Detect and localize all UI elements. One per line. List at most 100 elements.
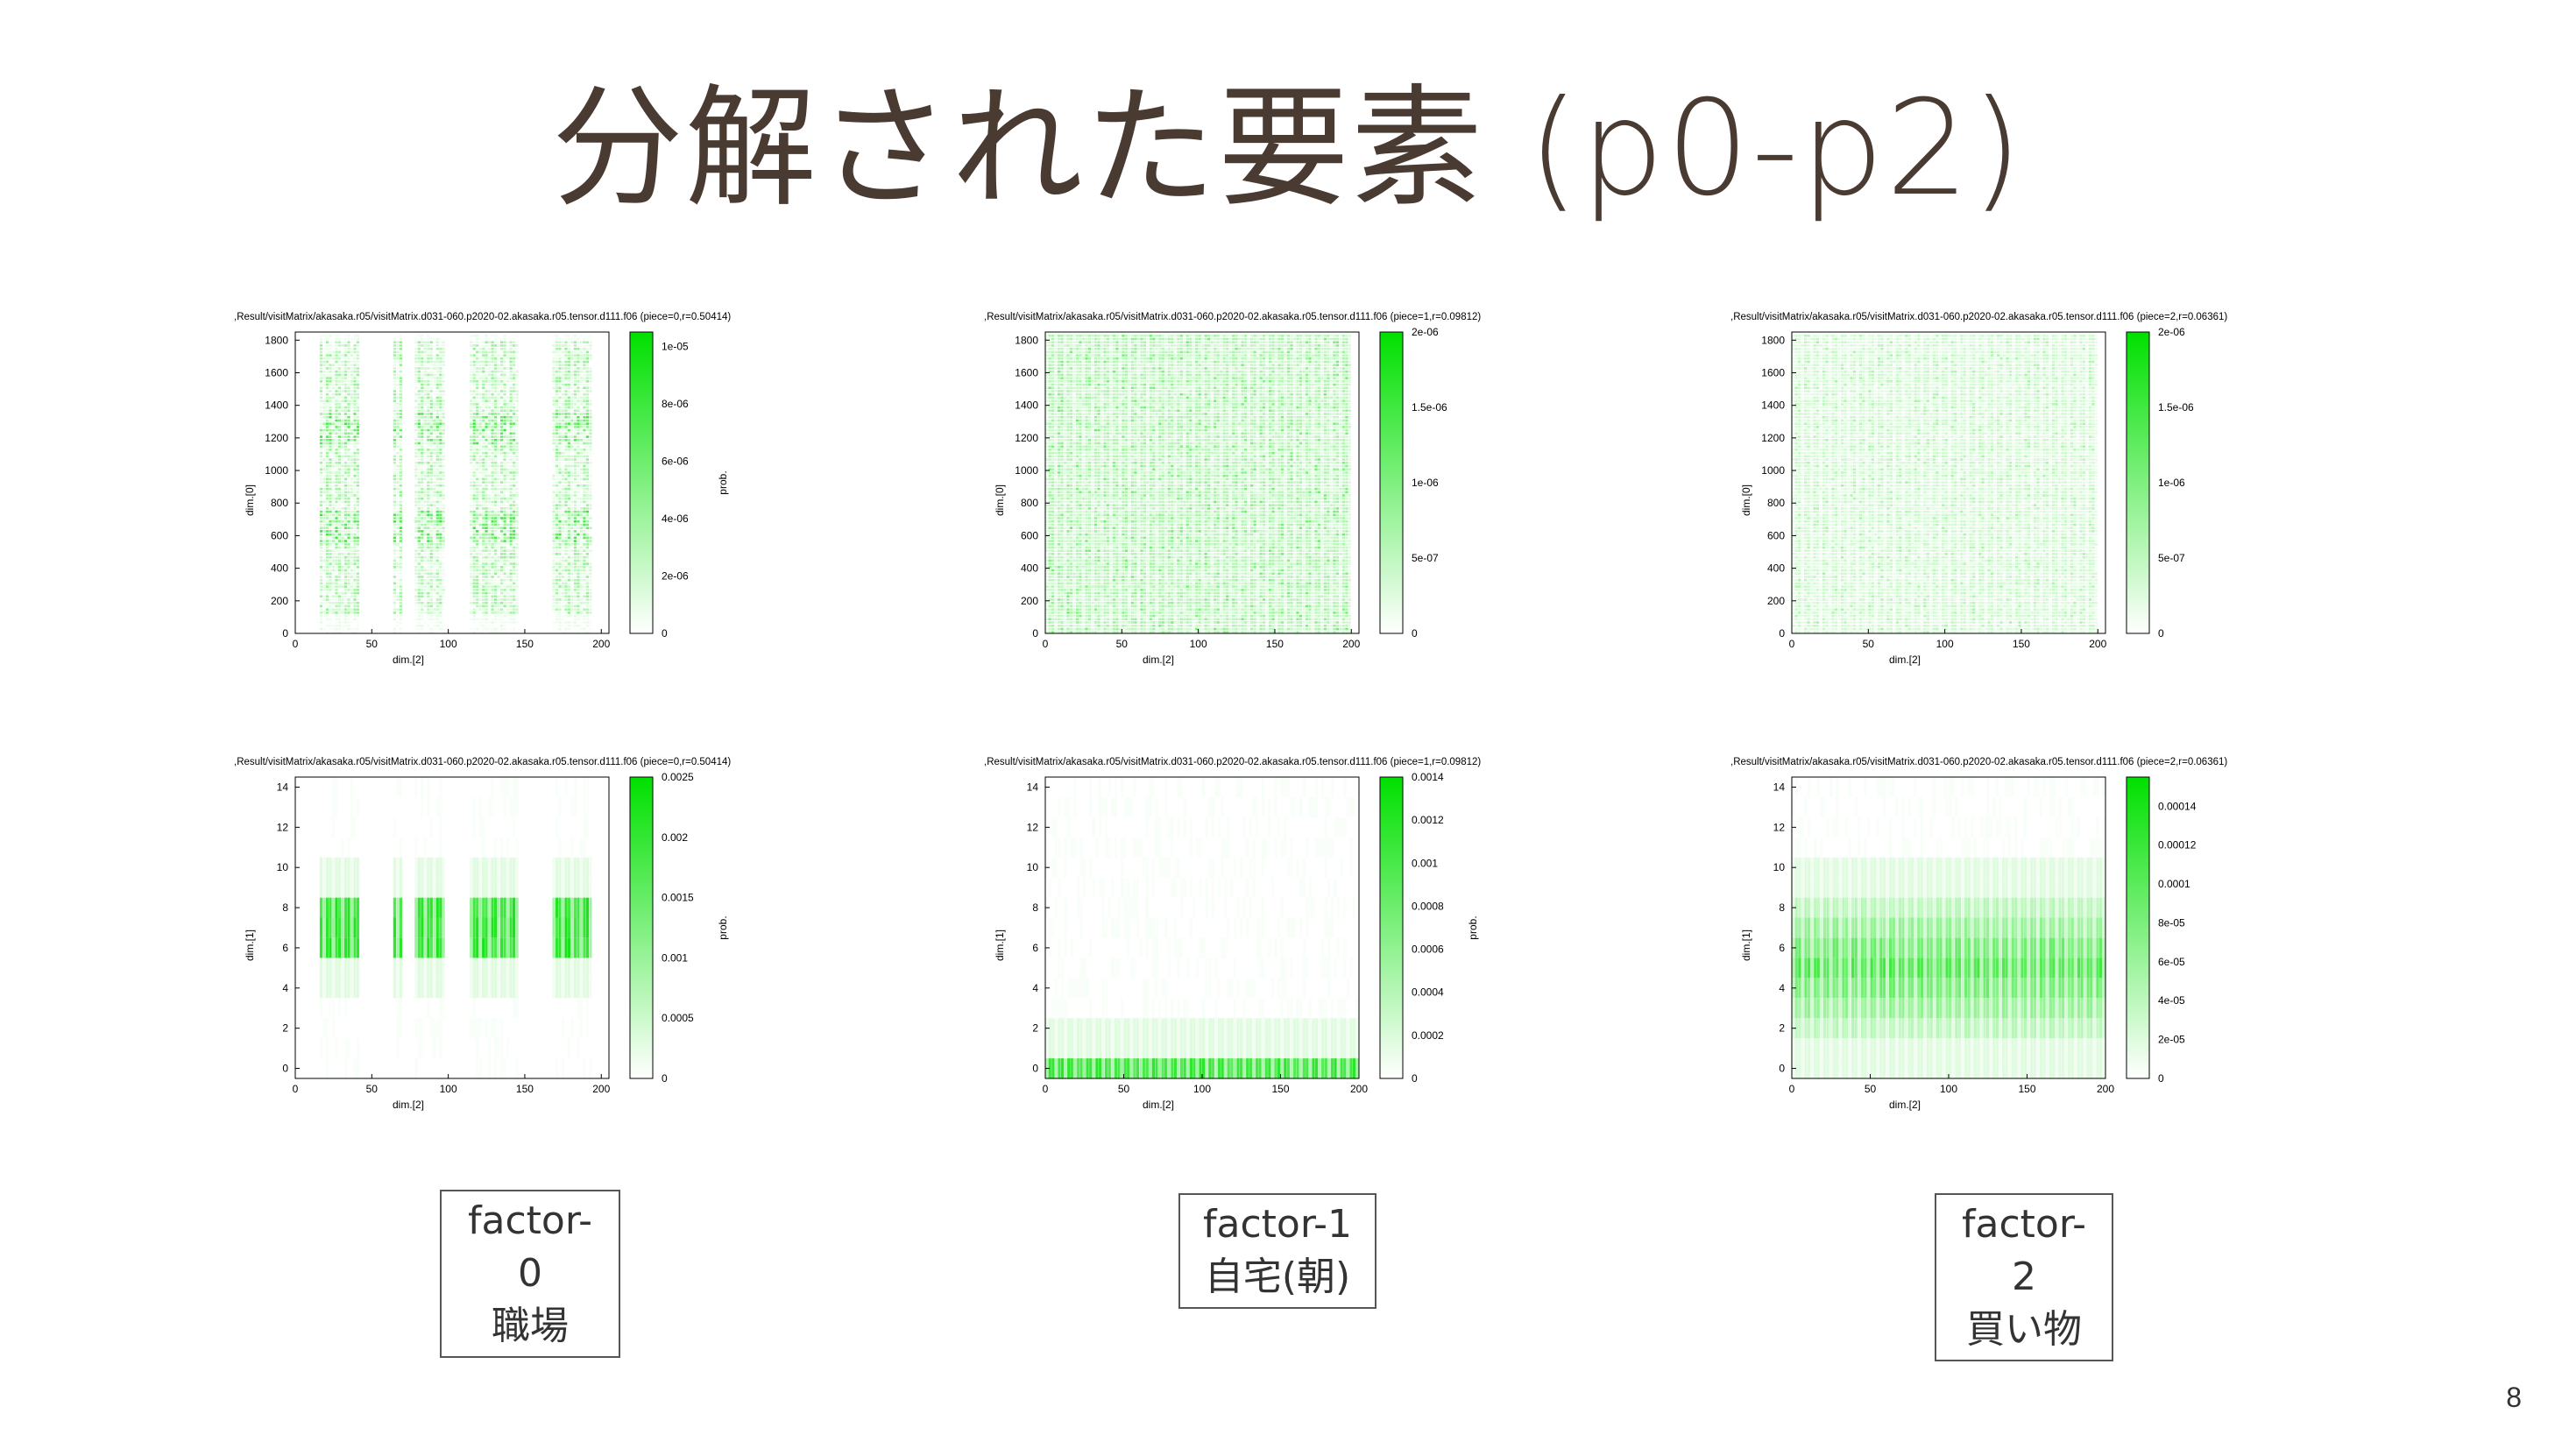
heatmap-cell [485,471,488,474]
heatmap-cell [513,487,516,491]
heatmap-cell [485,386,488,390]
heatmap-cell [433,367,436,370]
heatmap-cell [506,344,510,347]
heatmap-cell [472,611,476,614]
heatmap-cell [343,458,348,461]
heatmap-cell [488,540,492,542]
heatmap-cell [470,491,473,494]
heatmap-cell [509,468,513,471]
heatmap-cell [347,595,350,598]
heatmap-cell [341,458,344,461]
heatmap-cell [343,344,348,347]
heatmap-cell [347,504,350,506]
heatmap-cell [399,608,402,611]
heatmap-cell [503,392,506,396]
heatmap-cell [439,608,442,611]
heatmap-cell [478,341,482,343]
heatmap-cell [573,591,577,595]
heatmap-cell [497,481,500,484]
heatmap-cell [319,413,323,415]
heatmap-cell [393,500,396,504]
heatmap-cell [414,510,418,513]
heatmap-cell [503,432,506,435]
heatmap-cell [476,354,479,357]
heatmap-cell [322,491,326,494]
heatmap-cell [573,614,577,618]
heatmap-cell [350,576,354,578]
heatmap-cell [485,481,488,484]
heatmap-cell [491,484,494,487]
heatmap-cell [573,494,577,497]
heatmap-cell [585,589,589,591]
heatmap-cell [506,386,510,390]
heatmap-cell [472,527,476,529]
heatmap-cell [552,585,556,588]
heatmap-cell [555,380,559,383]
heatmap-cell [561,618,565,621]
heatmap-cell [497,474,500,477]
heatmap-cell [577,513,580,517]
heatmap-cell [439,383,442,386]
heatmap-cell [579,523,583,527]
heatmap-cell [439,409,442,413]
heatmap-cell [393,364,396,366]
heatmap-cell [337,520,342,523]
heatmap-cell [491,364,494,366]
heatmap-cell [491,510,494,513]
heatmap-cell [1045,604,1049,608]
heatmap-cell [579,604,583,608]
heatmap-cell [500,396,504,399]
heatmap-cell [442,533,445,536]
heatmap-cell [478,445,482,448]
heatmap-cell [325,555,329,559]
heatmap-cell [488,598,492,601]
heatmap-cell [421,445,424,448]
heatmap-cell [500,383,504,386]
heatmap-cell [319,618,323,621]
heatmap-cell [337,335,342,337]
heatmap-cell [427,383,430,386]
heatmap-cell [329,377,332,379]
heatmap-cell [583,566,586,569]
heatmap-cell [319,419,323,422]
heatmap-cell [476,517,479,520]
heatmap-cell [558,559,562,562]
heatmap-cell [509,439,513,442]
heatmap-cell [585,517,589,520]
heatmap-cell [589,451,592,455]
heatmap-cell [485,559,488,562]
heatmap-cell [585,367,589,370]
heatmap-cell [343,426,348,428]
heatmap-cell [423,540,427,542]
heatmap-cell [583,533,586,536]
heatmap-cell [472,589,476,591]
heatmap-cell [555,468,559,471]
heatmap-cell [356,335,360,337]
heatmap-cell [503,347,506,350]
heatmap-cell [329,380,332,383]
heatmap-cell [488,455,492,458]
heatmap-cell [472,520,476,523]
heatmap-cell [421,510,424,513]
heatmap-cell [343,445,348,448]
heatmap-cell [337,517,342,520]
heatmap-cell [488,604,492,608]
heatmap-cell [585,507,589,510]
heatmap-cell [478,504,482,506]
heatmap-cell [513,562,516,565]
heatmap-cell [573,442,577,445]
heatmap-cell [573,559,577,562]
heatmap-cell [322,549,326,552]
heatmap-cell [329,621,332,624]
heatmap-cell [329,625,332,627]
heatmap-cell [442,504,445,506]
heatmap-cell [433,621,436,624]
heatmap-cell [472,504,476,506]
heatmap-cell [500,428,504,432]
heatmap-cell [353,386,357,390]
heatmap-cell [319,390,323,392]
heatmap-cell [350,540,354,542]
heatmap-cell [396,445,400,448]
heatmap-cell [488,497,492,500]
heatmap-cell [429,364,433,366]
